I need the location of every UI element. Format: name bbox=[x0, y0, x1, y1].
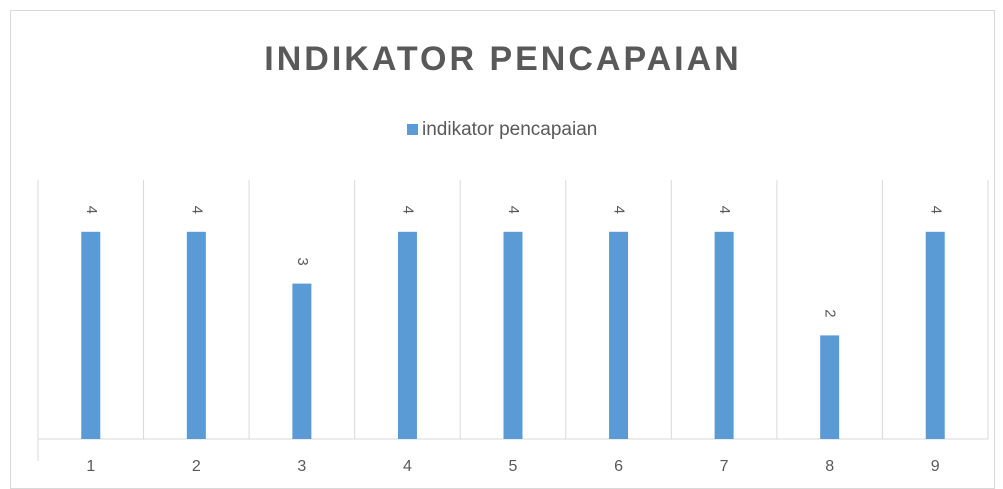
bar bbox=[503, 231, 523, 439]
data-label: 4 bbox=[927, 206, 944, 214]
bar bbox=[714, 231, 734, 439]
bar bbox=[397, 231, 417, 439]
x-tick-label: 8 bbox=[825, 458, 834, 475]
x-tick-label: 2 bbox=[192, 458, 201, 475]
bar bbox=[292, 283, 312, 439]
bar bbox=[186, 231, 206, 439]
x-tick-label: 5 bbox=[509, 458, 518, 475]
data-label: 4 bbox=[83, 206, 100, 214]
x-tick-label: 3 bbox=[297, 458, 306, 475]
x-tick-label: 6 bbox=[614, 458, 623, 475]
legend-label: indikator pencapaian bbox=[422, 119, 597, 140]
x-tick-label: 7 bbox=[720, 458, 729, 475]
legend-swatch bbox=[407, 124, 418, 135]
data-label: 4 bbox=[505, 206, 522, 214]
data-label: 4 bbox=[399, 206, 416, 214]
data-label: 2 bbox=[822, 309, 839, 317]
data-label: 3 bbox=[294, 257, 311, 265]
data-label: 4 bbox=[188, 206, 205, 214]
chart-frame bbox=[10, 10, 995, 489]
bar bbox=[609, 231, 629, 439]
bar bbox=[81, 231, 101, 439]
bar bbox=[925, 231, 945, 439]
data-label: 4 bbox=[611, 206, 628, 214]
bar bbox=[820, 335, 840, 439]
x-tick-label: 9 bbox=[931, 458, 940, 475]
x-tick-label: 4 bbox=[403, 458, 412, 475]
data-label: 4 bbox=[716, 206, 733, 214]
x-tick-label: 1 bbox=[86, 458, 95, 475]
chart-title: INDIKATOR PENCAPAIAN bbox=[264, 40, 741, 78]
